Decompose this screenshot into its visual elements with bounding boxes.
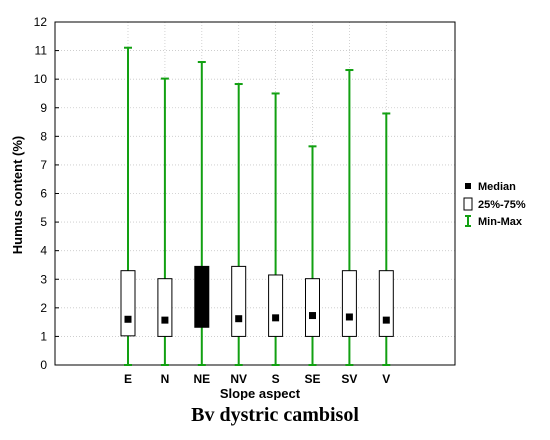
y-tick-label: 7 <box>40 158 47 172</box>
figure-caption: Bv dystric cambisol <box>191 404 359 426</box>
median-marker <box>382 316 390 324</box>
y-tick-label: 12 <box>34 15 48 29</box>
y-axis-label: Humus content (%) <box>10 136 25 254</box>
legend-box-marker <box>463 197 473 211</box>
x-axis-label: Slope aspect <box>220 386 301 400</box>
x-tick-label: SV <box>341 372 357 386</box>
legend-label: Min-Max <box>478 216 523 228</box>
iqr-box <box>268 274 284 337</box>
median-marker <box>272 314 280 322</box>
median-marker <box>309 312 316 320</box>
y-tick-label: 3 <box>40 272 47 286</box>
x-tick-label: NE <box>193 372 210 386</box>
grid-lines <box>55 21 455 366</box>
iqr-box <box>305 278 320 337</box>
legend: Median 25%-75% Min-Max <box>463 181 526 228</box>
plot-frame <box>54 21 456 366</box>
y-tick-label: 10 <box>34 72 48 86</box>
y-tick-label: 8 <box>40 129 47 143</box>
x-tick-label: NV <box>230 372 247 386</box>
iqr-box <box>231 265 247 337</box>
y-tick-label: 11 <box>35 44 48 58</box>
legend-label: Median <box>478 181 516 193</box>
y-tick-label: 9 <box>40 101 47 115</box>
median-marker <box>124 315 132 323</box>
y-tick-label: 5 <box>40 215 47 229</box>
legend-median-marker <box>465 183 471 189</box>
median-marker <box>198 293 206 301</box>
x-tick-label: N <box>161 372 170 386</box>
median-marker <box>235 315 243 323</box>
y-tick-label: 1 <box>40 329 47 343</box>
y-tick-label: 0 <box>40 358 47 372</box>
median-marker <box>161 316 169 324</box>
y-tick-label: 6 <box>40 187 47 201</box>
iqr-box <box>378 270 394 337</box>
y-tick-label: 4 <box>40 244 47 258</box>
y-tick-label: 2 <box>40 301 47 315</box>
iqr-box <box>120 270 136 337</box>
x-tick-label: S <box>272 372 280 386</box>
legend-label: 25%-75% <box>478 199 526 211</box>
box-marks <box>120 46 394 366</box>
x-tick-label: SE <box>304 372 320 386</box>
iqr-box <box>341 270 357 337</box>
iqr-box <box>157 278 173 337</box>
median-marker <box>345 313 353 321</box>
x-tick-label: V <box>382 372 390 386</box>
x-tick-label: E <box>124 372 132 386</box>
